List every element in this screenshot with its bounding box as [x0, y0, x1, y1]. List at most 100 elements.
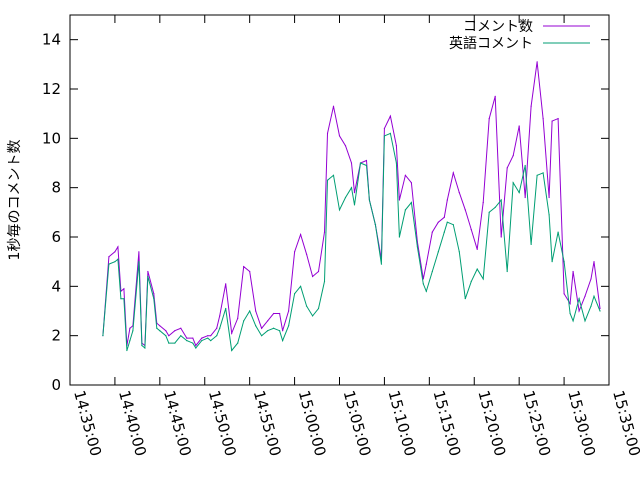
data-point: [344, 196, 347, 199]
data-point: [273, 327, 275, 329]
data-point: [368, 199, 371, 201]
data-point: [195, 347, 197, 349]
data-point: [446, 221, 448, 223]
data-point: [425, 290, 427, 292]
data-point: [437, 221, 439, 223]
x-tick-label: 15:00:00: [295, 388, 330, 458]
data-point: [383, 135, 386, 137]
data-point: [395, 145, 397, 147]
data-point: [488, 211, 490, 213]
data-point: [102, 335, 104, 337]
data-point: [476, 248, 478, 250]
data-point: [174, 342, 176, 344]
y-tick-label: 12: [42, 80, 61, 98]
data-point: [117, 258, 119, 260]
x-tick-label: 14:45:00: [160, 388, 195, 458]
data-point: [365, 164, 368, 167]
series-group: [102, 61, 601, 352]
data-point: [536, 174, 538, 176]
data-point: [398, 236, 400, 238]
x-tick-label: 15:30:00: [564, 388, 599, 458]
data-point: [338, 135, 341, 137]
data-point: [123, 298, 125, 300]
data-point: [192, 342, 194, 344]
data-point: [201, 337, 203, 339]
data-point: [225, 283, 227, 285]
data-point: [293, 293, 296, 295]
x-axis: 14:35:00 14:40:00 14:45:00 14:50:00 14:55:00…: [69, 15, 640, 458]
data-point: [431, 231, 433, 233]
data-point: [431, 270, 433, 273]
data-point: [317, 270, 320, 273]
data-point: [255, 325, 257, 327]
y-tick-label: 0: [51, 376, 61, 394]
legend-label-1: コメント数: [463, 19, 533, 35]
data-point: [159, 325, 161, 327]
data-point: [311, 275, 314, 278]
data-point: [207, 337, 209, 339]
data-point: [210, 340, 212, 342]
data-point: [380, 263, 383, 265]
data-point: [114, 251, 116, 253]
data-point: [482, 201, 484, 204]
data-point: [500, 236, 502, 238]
x-tick-label: 15:20:00: [474, 388, 509, 458]
data-point: [108, 263, 110, 265]
data-point: [482, 278, 484, 280]
data-point: [165, 335, 167, 337]
data-point: [389, 115, 392, 117]
data-point: [551, 261, 553, 263]
y-axis: 0 2 4 6 8 10 12 14: [42, 31, 609, 394]
data-point: [120, 298, 122, 300]
data-point: [279, 330, 281, 332]
data-point: [201, 340, 203, 342]
data-point: [165, 330, 167, 332]
x-tick-label: 14:50:00: [205, 388, 240, 458]
data-point: [446, 199, 448, 201]
data-point: [464, 209, 466, 211]
data-point: [488, 118, 490, 120]
data-point: [563, 293, 565, 295]
x-tick-label: 15:35:00: [609, 388, 640, 458]
data-point: [416, 246, 418, 248]
data-point: [141, 344, 143, 347]
data-point: [374, 224, 377, 226]
data-point: [180, 335, 182, 337]
data-point: [452, 172, 454, 174]
data-point: [132, 330, 134, 332]
data-point: [249, 270, 251, 273]
data-point: [530, 243, 532, 245]
data-point: [237, 317, 239, 319]
data-point: [114, 261, 116, 263]
data-point: [452, 224, 454, 226]
data-point: [578, 310, 580, 312]
data-point: [299, 233, 302, 236]
data-point: [410, 201, 412, 204]
data-point: [593, 295, 595, 297]
data-point: [557, 231, 559, 233]
data-point: [168, 335, 170, 337]
data-point: [389, 132, 392, 134]
data-point: [267, 330, 269, 332]
data-point: [470, 280, 472, 282]
data-point: [350, 187, 353, 189]
data-point: [210, 335, 212, 337]
data-point: [156, 327, 158, 329]
data-point: [326, 132, 329, 134]
data-point: [192, 337, 194, 339]
data-point: [326, 179, 329, 181]
data-point: [494, 95, 496, 97]
data-point: [518, 125, 520, 127]
x-tick-label: 14:55:00: [250, 388, 285, 458]
data-point: [512, 155, 514, 157]
data-point: [590, 278, 592, 280]
data-point: [551, 120, 553, 122]
data-point: [458, 251, 460, 253]
x-tick-label: 14:40:00: [115, 388, 150, 458]
data-point: [323, 280, 326, 282]
data-point: [219, 315, 221, 317]
data-point: [174, 330, 176, 332]
data-point: [395, 162, 397, 164]
